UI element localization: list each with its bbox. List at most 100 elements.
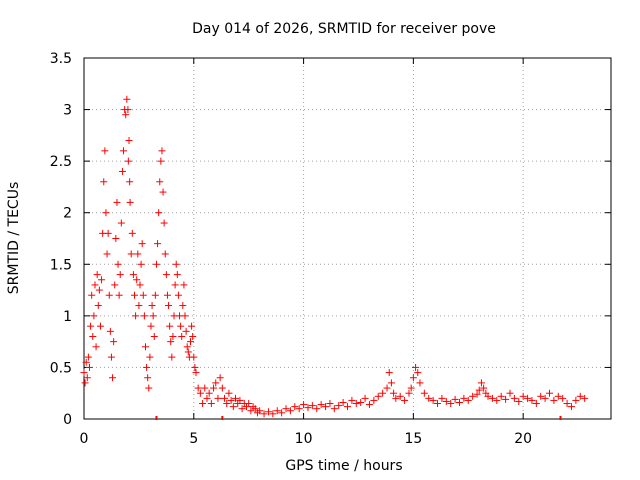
- data-point: [352, 400, 360, 408]
- data-point: [151, 291, 159, 299]
- data-point: [190, 353, 198, 361]
- data-point: [141, 343, 149, 351]
- data-point: [344, 403, 351, 411]
- data-point: [194, 384, 202, 392]
- data-point: [94, 302, 102, 310]
- data-point: [188, 322, 196, 330]
- data-point: [412, 363, 420, 371]
- data-point: [414, 369, 422, 377]
- data-point: [210, 384, 218, 392]
- data-point: [227, 396, 235, 404]
- data-point: [313, 405, 321, 413]
- data-point: [84, 353, 92, 361]
- data-point: [122, 111, 130, 119]
- data-point: [488, 394, 496, 402]
- data-point: [95, 286, 103, 294]
- x-tick-label: 20: [514, 431, 532, 447]
- y-axis: 0 0.5 1 1.5 2 2.5 3 3.5: [50, 51, 611, 428]
- data-point: [129, 271, 137, 279]
- data-point: [109, 374, 117, 382]
- data-point: [92, 343, 100, 351]
- data-point: [550, 396, 558, 404]
- data-point: [114, 260, 122, 268]
- data-point: [173, 271, 181, 279]
- data-point: [532, 400, 540, 408]
- data-point: [326, 400, 334, 408]
- y-tick-label: 1.5: [50, 257, 72, 273]
- data-point: [425, 394, 433, 402]
- data-point: [107, 353, 115, 361]
- data-point: [401, 396, 409, 404]
- data-point: [269, 410, 277, 418]
- data-point: [148, 302, 156, 310]
- data-point: [143, 363, 151, 371]
- data-point: [260, 410, 268, 418]
- data-point: [515, 397, 523, 405]
- data-point: [223, 400, 231, 408]
- data-point: [156, 178, 164, 186]
- data-point: [149, 312, 157, 320]
- data-point: [178, 332, 186, 340]
- data-point: [102, 209, 110, 217]
- data-point: [480, 384, 488, 392]
- data-point: [100, 178, 108, 186]
- data-point: [221, 394, 229, 402]
- data-point: [357, 398, 365, 406]
- data-point: [80, 369, 88, 377]
- data-point: [118, 167, 126, 175]
- data-point: [304, 404, 312, 412]
- data-point: [174, 291, 182, 299]
- data-point: [183, 343, 191, 351]
- data-point: [182, 327, 190, 335]
- data-point: [282, 405, 290, 413]
- data-point: [567, 403, 575, 411]
- data-point: [134, 250, 142, 258]
- data-point: [460, 394, 468, 402]
- data-point: [169, 332, 177, 340]
- data-point: [145, 384, 153, 392]
- x-tick-label: 15: [404, 431, 422, 447]
- data-point: [171, 281, 179, 289]
- data-point: [447, 400, 455, 408]
- data-point: [365, 401, 373, 409]
- data-point: [136, 281, 144, 289]
- data-point: [205, 389, 213, 397]
- y-axis-label: SRMTID / TECUs: [6, 182, 22, 295]
- data-point: [135, 302, 143, 310]
- data-point: [370, 396, 378, 404]
- data-point: [300, 401, 308, 409]
- data-point: [117, 219, 125, 227]
- data-point: [152, 260, 160, 268]
- data-point: [105, 291, 113, 299]
- data-point: [385, 369, 393, 377]
- data-point: [172, 260, 180, 268]
- data-point: [90, 312, 98, 320]
- data-point: [155, 209, 163, 217]
- data-point: [348, 396, 356, 404]
- data-point: [96, 322, 104, 330]
- data-point: [484, 392, 492, 400]
- data-points: [80, 95, 589, 420]
- data-point: [167, 338, 175, 346]
- data-point: [546, 389, 554, 397]
- data-point: [396, 392, 404, 400]
- data-point: [434, 400, 442, 408]
- data-point: [154, 240, 162, 248]
- data-point: [502, 395, 510, 403]
- data-point: [168, 353, 176, 361]
- data-point: [132, 312, 140, 320]
- data-point: [163, 291, 171, 299]
- data-point: [361, 394, 369, 402]
- data-point: [236, 396, 244, 404]
- data-point: [166, 322, 174, 330]
- data-point: [82, 358, 90, 366]
- data-point: [264, 408, 272, 416]
- grid-lines: [84, 58, 611, 419]
- x-axis-label: GPS time / hours: [285, 458, 402, 474]
- data-point: [510, 394, 518, 402]
- data-point: [405, 389, 413, 397]
- data-point: [137, 260, 145, 268]
- data-point: [291, 403, 299, 411]
- data-point: [89, 332, 97, 340]
- data-point: [256, 407, 264, 415]
